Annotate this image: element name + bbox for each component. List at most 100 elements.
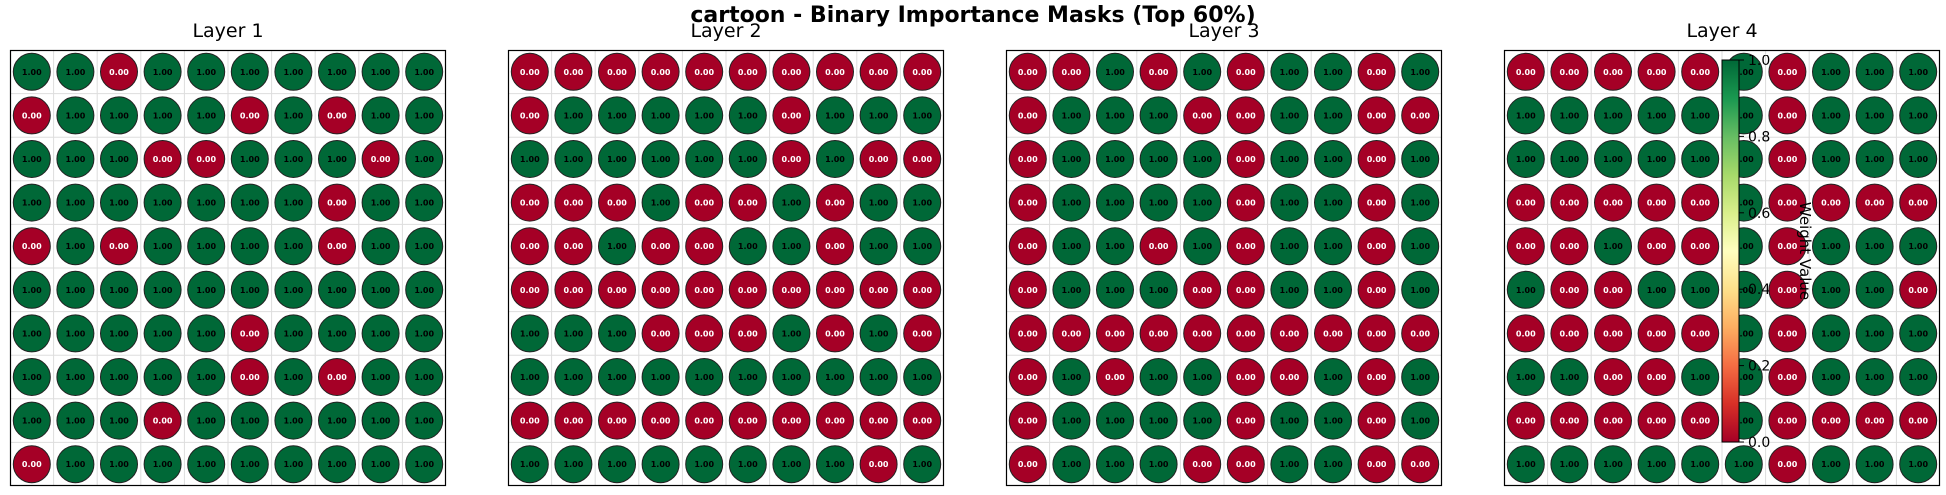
cell-value-label: 1.00 bbox=[240, 417, 260, 426]
cell-value-label: 1.00 bbox=[240, 242, 260, 251]
mask-cell-r7-c2 bbox=[598, 358, 636, 396]
cell-value-label: 1.00 bbox=[240, 199, 260, 208]
mask-cell-r7-c2 bbox=[1594, 358, 1632, 396]
colorbar-label: Weight Value bbox=[1796, 202, 1814, 300]
cell-value-label: 1.00 bbox=[1516, 373, 1536, 382]
cell-value-label: 1.00 bbox=[414, 111, 434, 120]
mask-cell-r4-c7 bbox=[1812, 227, 1850, 266]
mask-cell-r2-c9 bbox=[1899, 140, 1938, 178]
cell-value-label: 0.00 bbox=[1778, 111, 1798, 120]
cell-value-label: 1.00 bbox=[414, 68, 434, 77]
cell-value-label: 1.00 bbox=[1908, 111, 1928, 120]
mask-cell-r0-c0 bbox=[1008, 52, 1047, 91]
mask-cell-r5-c6 bbox=[772, 270, 811, 309]
cell-value-label: 0.00 bbox=[782, 417, 802, 426]
cell-value-label: 0.00 bbox=[1603, 417, 1623, 426]
mask-cell-r5-c0 bbox=[510, 270, 549, 309]
cell-value-label: 0.00 bbox=[1647, 199, 1667, 208]
cell-value-label: 0.00 bbox=[782, 68, 802, 77]
cell-value-label: 1.00 bbox=[284, 68, 304, 77]
layer-title-3: Layer 3 bbox=[1188, 20, 1260, 42]
cell-value-label: 1.00 bbox=[66, 373, 86, 382]
mask-cell-r2-c8 bbox=[1855, 140, 1894, 178]
cell-value-label: 1.00 bbox=[1105, 68, 1125, 77]
mask-cell-r9-c9 bbox=[1401, 445, 1440, 484]
mask-cell-r3-c6 bbox=[772, 183, 811, 222]
axes-frame bbox=[1503, 49, 1941, 487]
mask-cell-r1-c8 bbox=[859, 96, 898, 135]
mask-cell-r0-c8 bbox=[859, 52, 898, 91]
cell-value-label: 0.00 bbox=[1236, 286, 1256, 295]
mask-cell-r9-c0 bbox=[510, 445, 549, 484]
cell-value-label: 1.00 bbox=[284, 199, 304, 208]
cell-value-label: 0.00 bbox=[1062, 329, 1082, 338]
cell-value-label: 1.00 bbox=[153, 199, 173, 208]
mask-cell-r0-c4 bbox=[1183, 52, 1222, 91]
mask-cell-r3-c6 bbox=[1768, 183, 1807, 222]
mask-cell-r7-c9 bbox=[1899, 358, 1938, 396]
cell-value-label: 0.00 bbox=[22, 460, 42, 469]
mask-cell-r6-c1 bbox=[1550, 314, 1589, 353]
cell-value-label: 1.00 bbox=[371, 68, 391, 77]
mask-cell-r3-c1 bbox=[1052, 183, 1091, 222]
cell-value-label: 1.00 bbox=[371, 417, 391, 426]
mask-cell-r0-c6 bbox=[1768, 52, 1807, 91]
cell-value-label: 0.00 bbox=[1560, 329, 1580, 338]
mask-cell-r3-c0 bbox=[1506, 183, 1545, 222]
mask-cell-r1-c1 bbox=[56, 96, 95, 135]
mask-cell-r3-c7 bbox=[1812, 183, 1850, 222]
mask-cell-r0-c6 bbox=[274, 52, 313, 91]
cell-value-label: 1.00 bbox=[1734, 460, 1754, 469]
cell-value-label: 0.00 bbox=[782, 286, 802, 295]
mask-cell-r2-c9 bbox=[405, 140, 444, 178]
cell-value-label: 0.00 bbox=[520, 242, 540, 251]
cell-value-label: 1.00 bbox=[1192, 68, 1212, 77]
cell-value-label: 1.00 bbox=[1192, 373, 1212, 382]
mask-cell-r5-c1 bbox=[56, 270, 95, 309]
mask-cell-r6-c9 bbox=[903, 314, 942, 353]
cell-value-label: 0.00 bbox=[1149, 68, 1169, 77]
cell-value-label: 1.00 bbox=[1734, 329, 1754, 338]
mask-cell-r9-c5 bbox=[728, 445, 767, 484]
mask-cell-r0-c3 bbox=[641, 52, 680, 91]
cell-value-label: 0.00 bbox=[1236, 155, 1256, 164]
cell-value-label: 0.00 bbox=[520, 417, 540, 426]
cell-value-label: 0.00 bbox=[782, 155, 802, 164]
cell-value-label: 1.00 bbox=[371, 111, 391, 120]
mask-cell-r0-c5 bbox=[728, 52, 767, 91]
cell-value-label: 0.00 bbox=[607, 68, 627, 77]
cell-value-label: 0.00 bbox=[1603, 373, 1623, 382]
cell-value-label: 0.00 bbox=[1690, 329, 1710, 338]
mask-cell-r4-c3 bbox=[641, 227, 680, 266]
cell-value-label: 0.00 bbox=[825, 286, 845, 295]
mask-cell-r2-c0 bbox=[12, 140, 51, 178]
cell-value-label: 1.00 bbox=[240, 460, 260, 469]
cell-value-label: 1.00 bbox=[196, 460, 216, 469]
cell-value-label: 1.00 bbox=[520, 460, 540, 469]
mask-cell-r5-c7 bbox=[816, 270, 854, 309]
cell-value-label: 1.00 bbox=[284, 111, 304, 120]
cell-value-label: 1.00 bbox=[1323, 199, 1343, 208]
cell-value-label: 1.00 bbox=[912, 373, 932, 382]
mask-cell-r6-c4 bbox=[1183, 314, 1222, 353]
cell-value-label: 1.00 bbox=[1149, 417, 1169, 426]
mask-cell-r4-c4 bbox=[187, 227, 226, 266]
mask-cell-r2-c0 bbox=[510, 140, 549, 178]
cell-value-label: 0.00 bbox=[1778, 286, 1798, 295]
mask-cell-r8-c0 bbox=[12, 401, 51, 440]
mask-cell-r2-c3 bbox=[641, 140, 680, 178]
mask-cell-r2-c0 bbox=[1008, 140, 1047, 178]
mask-cell-r5-c9 bbox=[405, 270, 444, 309]
mask-cell-r4-c8 bbox=[859, 227, 898, 266]
mask-cell-r8-c9 bbox=[405, 401, 444, 440]
mask-cell-r6-c4 bbox=[685, 314, 724, 353]
mask-cell-r1-c0 bbox=[510, 96, 549, 135]
mask-cell-r6-c4 bbox=[187, 314, 226, 353]
cell-value-label: 0.00 bbox=[1647, 329, 1667, 338]
mask-cell-r1-c4 bbox=[685, 96, 724, 135]
mask-cell-r4-c3 bbox=[1637, 227, 1676, 266]
cell-value-label: 0.00 bbox=[1236, 417, 1256, 426]
cell-value-label: 1.00 bbox=[1323, 155, 1343, 164]
mask-cell-r0-c1 bbox=[1052, 52, 1091, 91]
cell-value-label: 1.00 bbox=[1323, 373, 1343, 382]
